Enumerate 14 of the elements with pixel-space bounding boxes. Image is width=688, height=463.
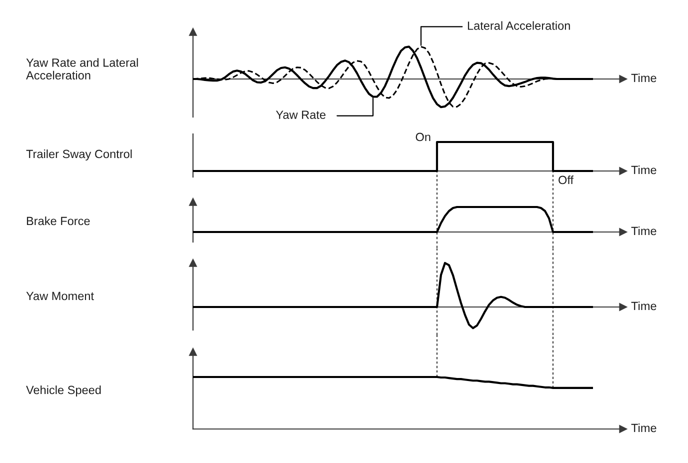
- y-axis-title: Brake Force: [26, 216, 90, 226]
- text: Lateral Acceleration: [468, 21, 570, 30]
- x-axis-title: Time: [631, 423, 656, 432]
- y-axis-title: Vehicle Speed: [26, 385, 101, 397]
- text: Off: [558, 176, 574, 184]
- y-axis-title: Yaw Rate and Lateral Acceleration: [26, 58, 138, 80]
- text: On: [416, 132, 430, 142]
- x-axis-title: Time: [631, 302, 656, 310]
- x-axis-title: Time: [631, 74, 656, 82]
- x-axis-title: Time: [631, 226, 656, 236]
- x-axis-title: Time: [631, 166, 656, 174]
- y-axis-title: Trailer Sway Control: [26, 150, 132, 161]
- legend-label: Yaw Rate: [276, 110, 326, 119]
- y-axis-title: Yaw Moment: [26, 292, 94, 300]
